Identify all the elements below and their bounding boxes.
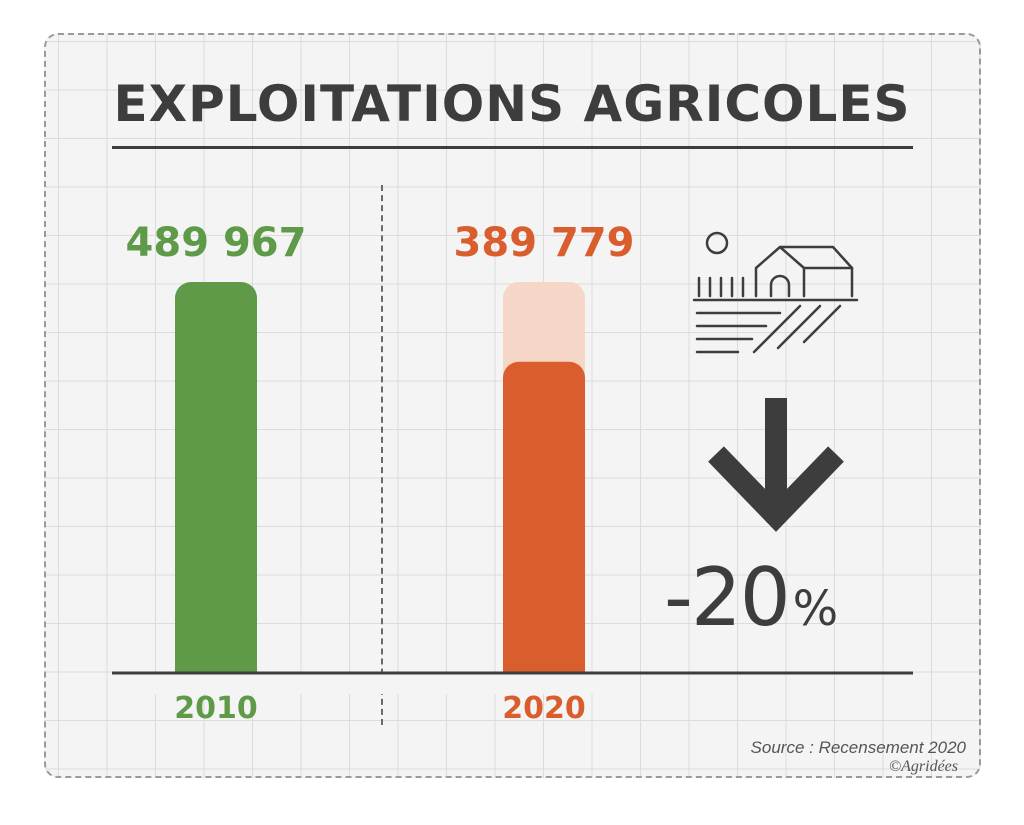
value-label-2010: 489 967	[126, 220, 307, 266]
down-arrow-icon	[708, 398, 844, 532]
chart-title: EXPLOITATIONS AGRICOLES	[113, 75, 911, 133]
copyright: ©Agridées	[888, 758, 958, 775]
bar-2020	[503, 361, 585, 688]
title-underline	[112, 146, 913, 149]
percent-change: -20%	[664, 548, 904, 659]
baseline-mask	[150, 674, 630, 694]
percent-sign: %	[792, 581, 839, 637]
percent-change-value: -20	[664, 551, 791, 644]
farm-icon	[692, 231, 859, 354]
category-label-2020: 2020	[502, 691, 586, 726]
dashed-divider	[381, 185, 383, 725]
value-label-2020: 389 779	[454, 220, 635, 266]
bar-2010	[175, 282, 257, 688]
source-note: Source : Recensement 2020	[750, 738, 966, 757]
category-label-2010: 2010	[174, 691, 258, 726]
